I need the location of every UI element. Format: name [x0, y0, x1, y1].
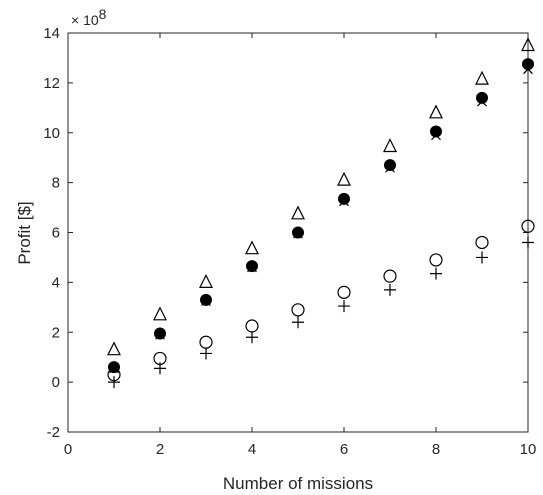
y-axis-exponent-base: × 10 — [71, 12, 99, 28]
data-point-x — [339, 196, 349, 207]
data-point-filled-circle — [476, 91, 488, 104]
data-point-x — [431, 130, 441, 141]
data-point-triangle — [521, 37, 535, 52]
data-point-triangle — [107, 341, 121, 356]
data-point-open-circle — [475, 235, 489, 250]
data-point-plus — [246, 331, 258, 344]
y-tick-label: 6 — [52, 225, 60, 242]
data-point-filled-circle — [430, 125, 442, 138]
data-point-triangle — [153, 306, 167, 321]
data-point-triangle — [245, 240, 259, 255]
data-point-open-circle — [429, 253, 443, 267]
data-marks — [107, 37, 535, 389]
data-point-open-circle — [521, 219, 535, 233]
data-point-x — [247, 262, 257, 273]
x-tick-label: 4 — [248, 441, 256, 458]
data-point-filled-circle — [108, 361, 120, 374]
x-axis-label: Number of missions — [223, 474, 373, 493]
data-point-x — [477, 96, 487, 107]
data-point-filled-circle — [292, 226, 304, 239]
data-point-triangle — [429, 104, 443, 119]
data-point-open-circle — [337, 285, 351, 299]
data-point-plus — [338, 300, 350, 313]
y-tick-label: 2 — [52, 324, 60, 341]
data-point-triangle — [475, 70, 489, 85]
x-tick-label: 0 — [64, 441, 72, 458]
data-point-plus — [430, 267, 442, 280]
data-point-x — [523, 64, 533, 75]
y-tick-label: 4 — [52, 274, 60, 291]
data-point-x — [201, 296, 211, 307]
y-tick-label: 10 — [43, 125, 60, 142]
data-point-plus — [522, 236, 534, 249]
x-tick-label: 2 — [156, 441, 164, 458]
data-point-open-circle — [291, 303, 305, 317]
data-point-filled-circle — [154, 327, 166, 340]
data-point-filled-circle — [246, 260, 258, 273]
data-point-filled-circle — [384, 159, 396, 172]
x-tick-label: 6 — [340, 441, 348, 458]
data-point-open-circle — [383, 269, 397, 283]
data-point-plus — [108, 376, 120, 389]
data-point-open-circle — [245, 319, 259, 333]
data-point-triangle — [199, 274, 213, 288]
data-point-x — [385, 162, 395, 173]
data-point-filled-circle — [200, 293, 212, 306]
data-point-x — [293, 228, 303, 239]
y-axis-exponent: × 108 — [71, 6, 107, 28]
data-point-open-circle — [199, 335, 213, 349]
data-point-plus — [384, 283, 396, 296]
data-point-triangle — [337, 171, 351, 186]
data-point-plus — [292, 316, 304, 329]
data-point-triangle — [383, 138, 397, 153]
data-point-triangle — [291, 205, 305, 220]
y-tick-label: 14 — [43, 25, 60, 42]
y-axis-label: Profit [$] — [15, 201, 34, 264]
data-point-plus — [476, 251, 488, 264]
data-point-x — [155, 329, 165, 340]
y-tick-label: 12 — [43, 75, 60, 92]
y-axis-exponent-power: 8 — [99, 6, 107, 22]
data-point-plus — [200, 347, 212, 360]
y-tick-label: 8 — [52, 175, 60, 192]
y-tick-label: -2 — [47, 424, 60, 441]
data-point-filled-circle — [522, 58, 534, 71]
y-tick-label: 0 — [52, 374, 60, 391]
data-point-plus — [154, 362, 166, 375]
x-tick-label: 8 — [432, 441, 440, 458]
data-point-filled-circle — [338, 192, 350, 205]
x-tick-label: 10 — [520, 441, 537, 458]
